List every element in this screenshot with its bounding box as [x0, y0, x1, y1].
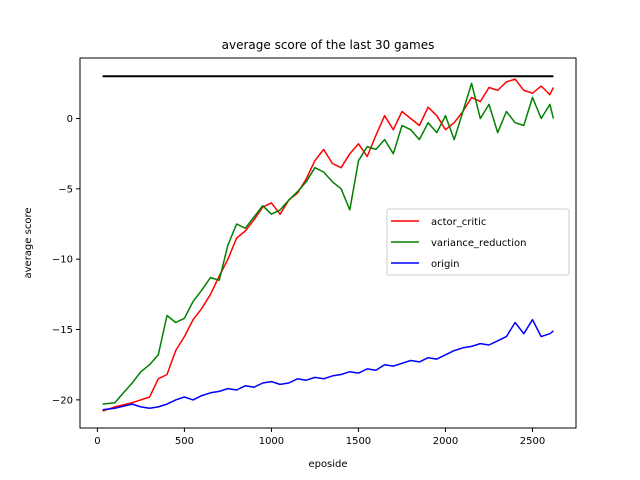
y-tick-label: −10 [52, 255, 73, 266]
y-tick-label: 0 [67, 114, 73, 125]
y-tick-label: −20 [52, 395, 73, 406]
legend-box [386, 208, 570, 276]
x-tick-label: 1000 [259, 436, 284, 447]
axes-frame [79, 57, 577, 429]
y-tick-label: −5 [58, 184, 73, 195]
legend-label-variance-reduction: variance_reduction [431, 238, 526, 249]
x-tick-label: 500 [175, 436, 194, 447]
y-axis-ticks: −20 −15 −10 −5 0 [52, 114, 80, 406]
x-tick-label: 1500 [346, 436, 371, 447]
x-tick-label: 0 [94, 436, 100, 447]
series-line-origin [102, 318, 554, 411]
y-tick-label: −15 [52, 325, 73, 336]
y-axis-label: average score [23, 208, 34, 279]
series-line-variance-reduction [102, 82, 555, 405]
x-tick-label: 2000 [433, 436, 458, 447]
chart-title: average score of the last 30 games [222, 38, 435, 52]
x-axis-ticks: 0 500 1000 1500 2000 2500 [94, 428, 545, 447]
legend-label-origin: origin [431, 259, 459, 270]
legend-label-actor-critic: actor_critic [431, 217, 486, 228]
series-line-actor-critic [102, 78, 555, 412]
x-axis-label: eposide [308, 459, 347, 470]
plot-area [102, 75, 555, 412]
series-layer [102, 75, 555, 412]
x-tick-label: 2500 [520, 436, 545, 447]
